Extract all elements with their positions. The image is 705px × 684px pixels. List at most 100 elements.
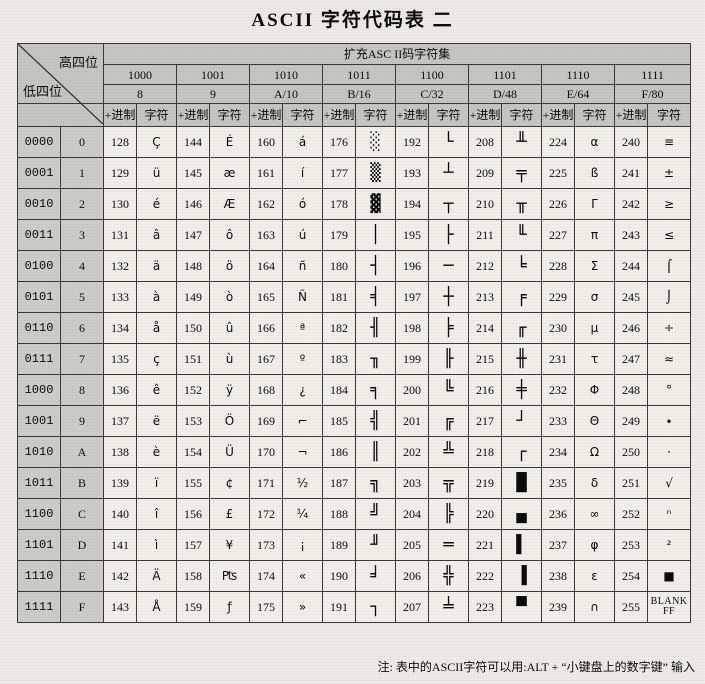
cell-character: Σ	[574, 250, 615, 282]
cell-character: ┐	[355, 591, 396, 623]
cell-character: £	[209, 498, 250, 530]
cell-decimal: 151	[176, 343, 210, 375]
cell-decimal: 225	[541, 157, 575, 189]
subcol-header-chr-5: 字符	[501, 103, 542, 127]
header-binary-row: 1000 1001 1010 1011 1100 1101 1110 1111	[18, 64, 692, 85]
cell-decimal: 180	[322, 250, 356, 282]
cell-decimal: 160	[249, 126, 283, 158]
cell-character: ╟	[428, 343, 469, 375]
row-label-binary: 1011	[17, 467, 61, 499]
row-label-hex: 3	[60, 219, 104, 251]
cell-decimal: 185	[322, 405, 356, 437]
cell-character: ╩	[428, 436, 469, 468]
cell-decimal: 255	[614, 591, 648, 623]
cell-character: Ç	[136, 126, 177, 158]
cell-character: ╤	[501, 157, 542, 189]
row-label-binary: 0010	[17, 188, 61, 220]
cell-character: ╦	[428, 467, 469, 499]
table-row: 0000 0 128 Ç 144 É 160 á 176 ░ 192 └ 208 ╨ 224 α 240 ≡	[17, 126, 692, 158]
cell-character: ±	[646, 157, 692, 189]
cell-character: ╞	[428, 312, 469, 344]
cell-decimal: 228	[541, 250, 575, 282]
axis-label-low: 低四位	[23, 84, 63, 99]
cell-character: î	[136, 498, 177, 530]
cell-decimal: 142	[103, 560, 137, 592]
cell-character: ╔	[428, 405, 469, 437]
row-label-hex: C	[60, 498, 104, 530]
cell-character: σ	[574, 281, 615, 313]
cell-character: ╜	[355, 529, 396, 561]
cell-decimal: 178	[322, 188, 356, 220]
cell-character: ╘	[501, 250, 542, 282]
cell-character: °	[646, 374, 692, 406]
subcol-header-dec-5: +进制	[468, 103, 502, 127]
cell-character: ⌐	[282, 405, 323, 437]
cell-character: √	[646, 467, 692, 499]
cell-character: à	[136, 281, 177, 313]
cell-decimal: 181	[322, 281, 356, 313]
cell-decimal: 240	[614, 126, 648, 158]
cell-decimal: 253	[614, 529, 648, 561]
row-label-binary: 0001	[17, 157, 61, 189]
subcol-header-chr-3: 字符	[355, 103, 396, 127]
col-header-binary-1: 1001	[176, 64, 250, 85]
cell-decimal: 166	[249, 312, 283, 344]
cell-character: ¥	[209, 529, 250, 561]
cell-character: └	[428, 126, 469, 158]
col-header-binary-4: 1100	[395, 64, 469, 85]
cell-decimal: 210	[468, 188, 502, 220]
cell-character: ƒ	[209, 591, 250, 623]
cell-character: ╖	[355, 343, 396, 375]
axis-label-high: 高四位	[58, 55, 98, 70]
table-row: 1100 C 140 î 156 £172 ¼ 188 ╝ 204 ╠ 220 ▄ 236 ∞ 252 ⁿ	[17, 498, 692, 530]
row-label-hex: 5	[60, 281, 104, 313]
cell-character: ∙	[646, 405, 692, 437]
cell-character: ü	[136, 157, 177, 189]
cell-decimal: 168	[249, 374, 283, 406]
cell-decimal: 216	[468, 374, 502, 406]
cell-decimal: 188	[322, 498, 356, 530]
row-label-binary: 0101	[17, 281, 61, 313]
cell-character: Φ	[574, 374, 615, 406]
cell-character: Ü	[209, 436, 250, 468]
cell-decimal: 238	[541, 560, 575, 592]
row-label-hex: 2	[60, 188, 104, 220]
cell-character: τ	[574, 343, 615, 375]
cell-character: í	[282, 157, 323, 189]
row-label-binary: 0000	[17, 126, 61, 158]
cell-decimal: 183	[322, 343, 356, 375]
cell-character: ╪	[501, 374, 542, 406]
cell-character: ∩	[574, 591, 615, 623]
cell-decimal: 156	[176, 498, 210, 530]
cell-character: ╧	[428, 591, 469, 623]
cell-character: ⌠	[646, 250, 692, 282]
row-label-hex: B	[60, 467, 104, 499]
cell-character: ⁿ	[646, 498, 692, 530]
subcol-header-chr-0: 字符	[136, 103, 177, 127]
cell-decimal: 131	[103, 219, 137, 251]
cell-character: α	[574, 126, 615, 158]
cell-character: ≡	[646, 126, 692, 158]
cell-decimal: 136	[103, 374, 137, 406]
cell-character: ½	[282, 467, 323, 499]
cell-decimal: 196	[395, 250, 429, 282]
cell-decimal: 243	[614, 219, 648, 251]
row-label-binary: 1000	[17, 374, 61, 406]
subcol-header-chr-4: 字符	[428, 103, 469, 127]
cell-decimal: 159	[176, 591, 210, 623]
cell-decimal: 157	[176, 529, 210, 561]
cell-character: ö	[209, 250, 250, 282]
cell-decimal: 247	[614, 343, 648, 375]
cell-character: BLANK FF	[646, 591, 692, 623]
cell-character: ¼	[282, 498, 323, 530]
cell-decimal: 134	[103, 312, 137, 344]
cell-character: é	[136, 188, 177, 220]
page-title: ASCII 字符代码表 二	[251, 10, 454, 31]
row-label-binary: 0110	[17, 312, 61, 344]
cell-decimal: 226	[541, 188, 575, 220]
cell-decimal: 237	[541, 529, 575, 561]
cell-character: ┬	[428, 188, 469, 220]
cell-character: ═	[428, 529, 469, 561]
cell-decimal: 132	[103, 250, 137, 282]
cell-decimal: 195	[395, 219, 429, 251]
